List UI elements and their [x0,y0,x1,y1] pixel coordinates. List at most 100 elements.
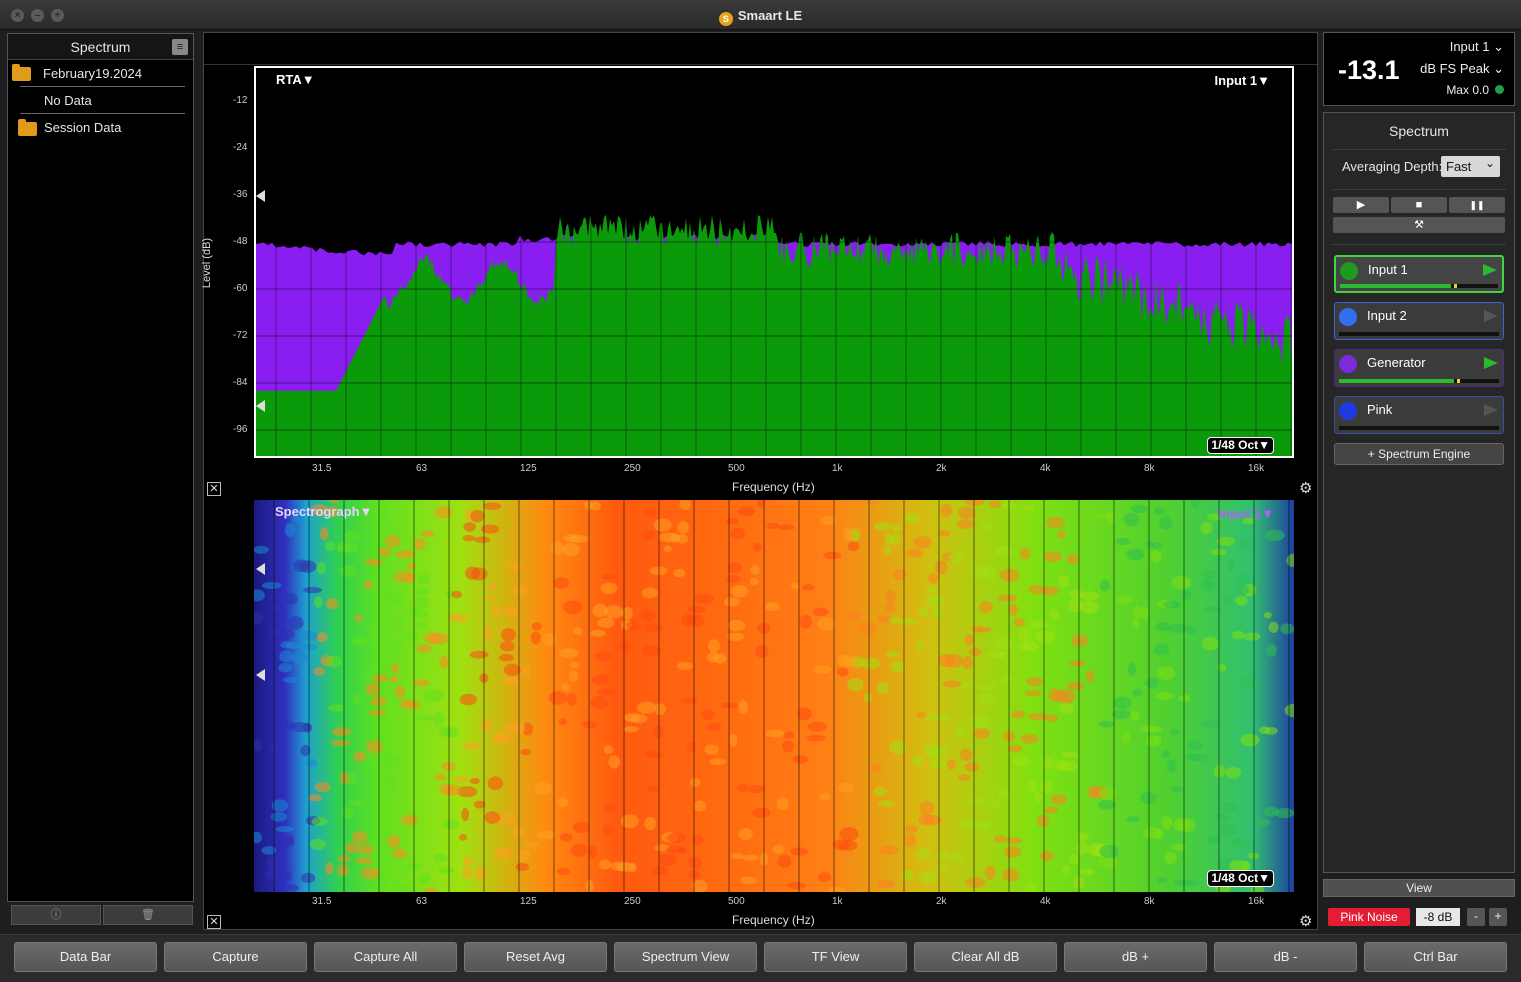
heatmap-blob [317,561,326,575]
heatmap-blob [523,841,539,848]
rta-mode-selector[interactable]: RTA▼ [276,72,315,87]
data-panel: Spectrum ≡ February19.2024 No Data Sessi… [7,33,194,925]
rta-resolution-selector[interactable]: 1/48 Oct▼ [1207,437,1274,454]
play-icon[interactable] [1483,264,1497,276]
heatmap-blob [360,672,374,681]
pause-button[interactable]: ❚❚ [1449,197,1505,213]
level-plus-button[interactable]: + [1489,908,1507,926]
x-tick-label: 2k [936,463,947,474]
heatmap-blob [644,816,656,831]
generator-level-field[interactable]: -8 dB [1416,908,1460,926]
pink-noise-button[interactable]: Pink Noise [1328,908,1410,926]
input-color-icon[interactable] [1339,355,1357,373]
input-name: Pink [1367,402,1393,417]
minimize-window-button[interactable]: – [31,9,44,22]
tools-icon[interactable]: ⚒ [1333,217,1505,233]
heatmap-blob [291,651,309,664]
heatmap-blob [959,748,973,762]
rta-plot[interactable]: RTA▼ Input 1▼ 1/48 Oct▼ [254,66,1294,458]
spectrograph-input-selector[interactable]: Input 1▼ [1218,506,1274,521]
heatmap-blob [690,835,704,846]
heatmap-blob [261,582,282,589]
trash-icon[interactable]: 🗑 [103,905,193,925]
heatmap-blob [283,870,292,881]
heatmap-blob [424,689,445,702]
input-color-icon[interactable] [1339,402,1357,420]
input-color-icon[interactable] [1340,262,1358,280]
heatmap-blob [847,678,864,692]
heatmap-blob [1131,689,1143,697]
heatmap-blob [740,876,757,885]
tree-item-session-data[interactable]: Session Data [8,114,193,141]
play-button[interactable]: ▶ [1333,197,1389,213]
view-button[interactable]: View [1323,879,1515,897]
heatmap-blob [884,532,894,545]
meter-mode-selector[interactable]: dB FS Peak ⌄ [1420,61,1504,77]
tree-item-no-data[interactable]: No Data [8,87,193,114]
tree-item-label: Session Data [44,120,122,135]
spectrograph-gear-icon[interactable]: ⚙ [1299,913,1313,930]
lower-threshold-marker[interactable] [256,400,265,412]
db-button[interactable]: dB - [1214,942,1357,972]
gear-icon[interactable]: ⚙ [1299,480,1313,497]
tree-item-february19[interactable]: February19.2024 [8,60,193,87]
close-plot-button[interactable]: ✕ [207,482,221,496]
heatmap-blob [1066,554,1080,565]
heatmap-blob [316,632,328,643]
input-input-1[interactable]: Input 1 [1334,255,1504,293]
heatmap-blob [563,600,583,615]
heatmap-blob [673,568,686,578]
heatmap-blob [1024,690,1043,697]
capture-button[interactable]: Capture [164,942,307,972]
play-icon[interactable] [1484,404,1498,416]
spectrograph-mode-selector[interactable]: Spectrograph▼ [275,504,373,519]
heatmap-blob [340,565,357,577]
heatmap-blob [572,627,583,635]
upper-threshold-marker[interactable] [256,190,265,202]
add-spectrum-engine-button[interactable]: + Spectrum Engine [1334,443,1504,465]
input-color-icon[interactable] [1339,308,1357,326]
menu-icon[interactable]: ≡ [172,39,188,55]
heatmap-blob [459,693,477,706]
spectrograph-resolution-selector[interactable]: 1/48 Oct▼ [1207,870,1274,887]
heatmap-blob [271,799,289,812]
ctrl-bar-button[interactable]: Ctrl Bar [1364,942,1507,972]
heatmap-blob [561,683,570,692]
level-minus-button[interactable]: - [1467,908,1485,926]
maximize-window-button[interactable]: + [51,9,64,22]
close-spectrograph-button[interactable]: ✕ [207,915,221,929]
input-input-2[interactable]: Input 2 [1334,302,1504,340]
averaging-depth-select[interactable]: Fast [1441,153,1500,177]
heatmap-blob [863,692,872,703]
heatmap-blob [1060,690,1076,704]
spectrum-view-button[interactable]: Spectrum View [614,942,757,972]
heatmap-blob [297,643,318,651]
stop-button[interactable]: ■ [1391,197,1447,213]
heatmap-blob [861,657,881,670]
reset-avg-button[interactable]: Reset Avg [464,942,607,972]
heatmap-blob [837,782,855,793]
x-tick-label: 4k [1040,896,1051,907]
heatmap-blob [677,846,687,854]
clear-all-db-button[interactable]: Clear All dB [914,942,1057,972]
heatmap-blob [885,651,900,658]
rta-input-selector[interactable]: Input 1▼ [1214,73,1270,88]
spectrograph-lower-marker[interactable] [256,669,265,681]
tf-view-button[interactable]: TF View [764,942,907,972]
capture-all-button[interactable]: Capture All [314,942,457,972]
play-icon[interactable] [1484,310,1498,322]
close-window-button[interactable]: × [11,9,24,22]
meter-source-selector[interactable]: Input 1 ⌄ [1450,39,1504,55]
play-icon[interactable] [1484,357,1498,369]
data-bar-button[interactable]: Data Bar [14,942,157,972]
input-pink[interactable]: Pink [1334,396,1504,434]
heatmap-blob [1024,883,1036,892]
heatmap-blob [1130,504,1148,514]
spectrograph-upper-marker[interactable] [256,563,265,575]
heatmap-blob [823,551,842,560]
info-icon[interactable]: ⓘ [11,905,101,925]
heatmap-blob [1013,618,1025,627]
db-button[interactable]: dB + [1064,942,1207,972]
spectrograph-plot[interactable]: Spectrograph▼ Input 1▼ 1/48 Oct▼ [254,500,1294,892]
input-generator[interactable]: Generator [1334,349,1504,387]
